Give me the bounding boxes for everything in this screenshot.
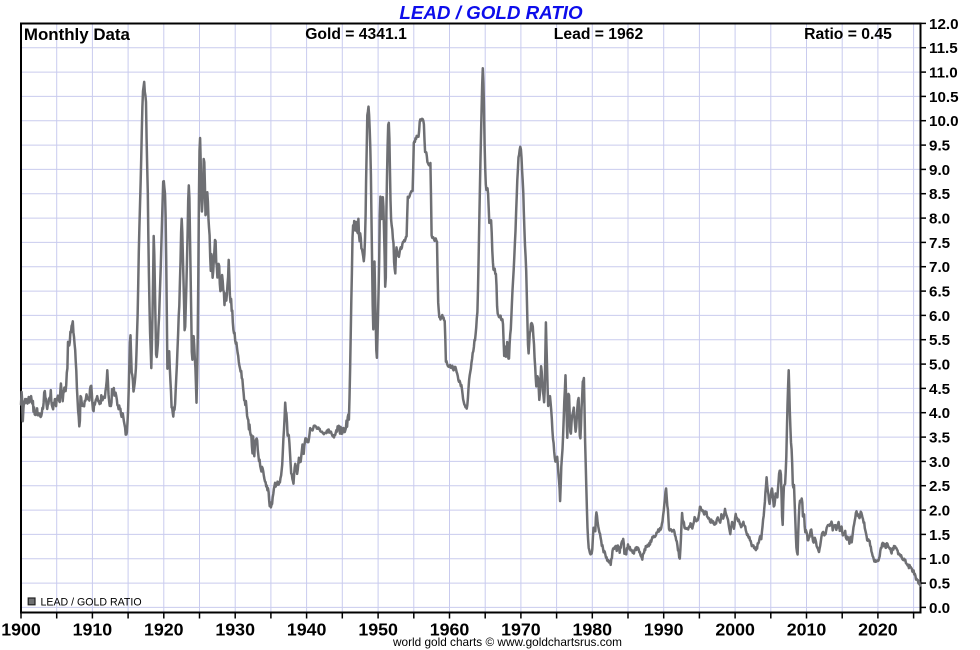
svg-text:8.5: 8.5 bbox=[929, 186, 951, 203]
svg-text:1990: 1990 bbox=[644, 619, 684, 639]
svg-text:3.5: 3.5 bbox=[929, 430, 951, 447]
svg-text:1970: 1970 bbox=[501, 619, 541, 639]
svg-text:2000: 2000 bbox=[715, 619, 755, 639]
svg-text:0.5: 0.5 bbox=[929, 576, 951, 593]
svg-text:1950: 1950 bbox=[358, 619, 398, 639]
svg-text:4.5: 4.5 bbox=[929, 381, 951, 398]
svg-text:2020: 2020 bbox=[858, 619, 898, 639]
svg-text:9.5: 9.5 bbox=[929, 138, 951, 155]
svg-text:3.0: 3.0 bbox=[929, 454, 950, 471]
svg-text:8.0: 8.0 bbox=[929, 211, 950, 228]
svg-text:11.0: 11.0 bbox=[929, 65, 958, 82]
svg-text:6.5: 6.5 bbox=[929, 284, 951, 301]
svg-text:5.5: 5.5 bbox=[929, 332, 951, 349]
svg-text:2010: 2010 bbox=[787, 619, 827, 639]
svg-text:12.0: 12.0 bbox=[929, 16, 959, 33]
svg-text:Lead = 1962: Lead = 1962 bbox=[554, 26, 644, 43]
svg-text:LEAD / GOLD RATIO: LEAD / GOLD RATIO bbox=[41, 597, 142, 609]
svg-text:world gold charts © www.goldch: world gold charts © www.goldchartsrus.co… bbox=[392, 635, 622, 649]
svg-text:6.0: 6.0 bbox=[929, 308, 950, 325]
svg-text:1930: 1930 bbox=[215, 619, 255, 639]
svg-text:0.0: 0.0 bbox=[929, 600, 950, 617]
svg-text:2.5: 2.5 bbox=[929, 478, 951, 495]
svg-text:LEAD / GOLD RATIO: LEAD / GOLD RATIO bbox=[399, 2, 583, 23]
svg-text:10.5: 10.5 bbox=[929, 89, 959, 106]
svg-text:2.0: 2.0 bbox=[929, 503, 950, 520]
svg-text:1910: 1910 bbox=[73, 619, 113, 639]
svg-text:7.0: 7.0 bbox=[929, 259, 950, 276]
svg-text:Monthly Data: Monthly Data bbox=[24, 25, 131, 44]
svg-text:Gold = 4341.1: Gold = 4341.1 bbox=[305, 26, 407, 43]
svg-text:1.5: 1.5 bbox=[929, 527, 951, 544]
svg-text:1900: 1900 bbox=[1, 619, 41, 639]
svg-text:1960: 1960 bbox=[430, 619, 470, 639]
svg-text:10.0: 10.0 bbox=[929, 113, 959, 130]
svg-text:7.5: 7.5 bbox=[929, 235, 951, 252]
svg-text:1920: 1920 bbox=[144, 619, 184, 639]
svg-text:1940: 1940 bbox=[287, 619, 327, 639]
svg-text:Ratio = 0.45: Ratio = 0.45 bbox=[804, 26, 892, 43]
svg-text:11.5: 11.5 bbox=[929, 40, 958, 57]
svg-text:4.0: 4.0 bbox=[929, 405, 950, 422]
svg-text:5.0: 5.0 bbox=[929, 357, 950, 374]
svg-text:1980: 1980 bbox=[573, 619, 613, 639]
svg-text:1.0: 1.0 bbox=[929, 551, 950, 568]
svg-text:9.0: 9.0 bbox=[929, 162, 950, 179]
